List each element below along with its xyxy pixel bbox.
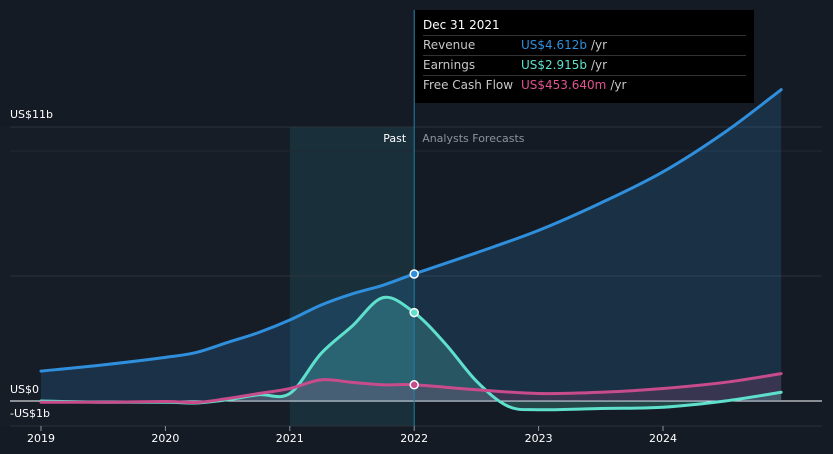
section-label-forecast: Analysts Forecasts	[422, 132, 525, 145]
tooltip-value: US$453.640m	[521, 78, 607, 92]
tooltip-row-free-cash-flow: Free Cash Flow US$453.640m /yr	[423, 76, 746, 95]
tooltip-unit: /yr	[591, 58, 608, 72]
tooltip-row-earnings: Earnings US$2.915b /yr	[423, 56, 746, 76]
area-earnings	[41, 297, 782, 410]
marker-revenue	[409, 269, 419, 279]
x-tick-label: 2024	[649, 432, 677, 445]
y-axis-labels: US$11b US$0 -US$1b	[10, 108, 53, 420]
x-tick-label: 2021	[276, 432, 304, 445]
x-tick-label: 2022	[400, 432, 428, 445]
x-axis-ticks: 2019 2020 2021 2022 2023 2024	[27, 426, 677, 445]
y-axis-label: -US$1b	[10, 407, 50, 420]
tooltip-row-revenue: Revenue US$4.612b /yr	[423, 36, 746, 56]
tooltip-date: Dec 31 2021	[423, 16, 746, 36]
y-axis-label: US$0	[10, 383, 39, 396]
series-lines	[39, 88, 783, 412]
area-revenue	[41, 89, 782, 402]
x-tick-label: 2019	[27, 432, 55, 445]
marker-free-cash-flow	[409, 380, 419, 390]
tooltip-unit: /yr	[610, 78, 627, 92]
marker-earnings	[409, 307, 419, 318]
x-tick-label: 2023	[525, 432, 553, 445]
x-tick-label: 2020	[151, 432, 179, 445]
hover-tooltip: Dec 31 2021 Revenue US$4.612b /yr Earnin…	[415, 10, 754, 103]
y-axis-label: US$11b	[10, 108, 53, 121]
series-line-free-cash-flow	[39, 372, 783, 405]
hover-markers	[409, 269, 419, 390]
tooltip-label: Revenue	[423, 38, 476, 52]
tooltip-value: US$4.612b	[521, 38, 588, 52]
gridlines	[0, 126, 822, 427]
series-line-revenue	[39, 88, 783, 373]
tooltip-value: US$2.915b	[521, 58, 588, 72]
tooltip-label: Earnings	[423, 58, 476, 72]
tooltip-label: Free Cash Flow	[423, 78, 514, 92]
section-label-past: Past	[383, 132, 407, 145]
tooltip-unit: /yr	[591, 38, 608, 52]
